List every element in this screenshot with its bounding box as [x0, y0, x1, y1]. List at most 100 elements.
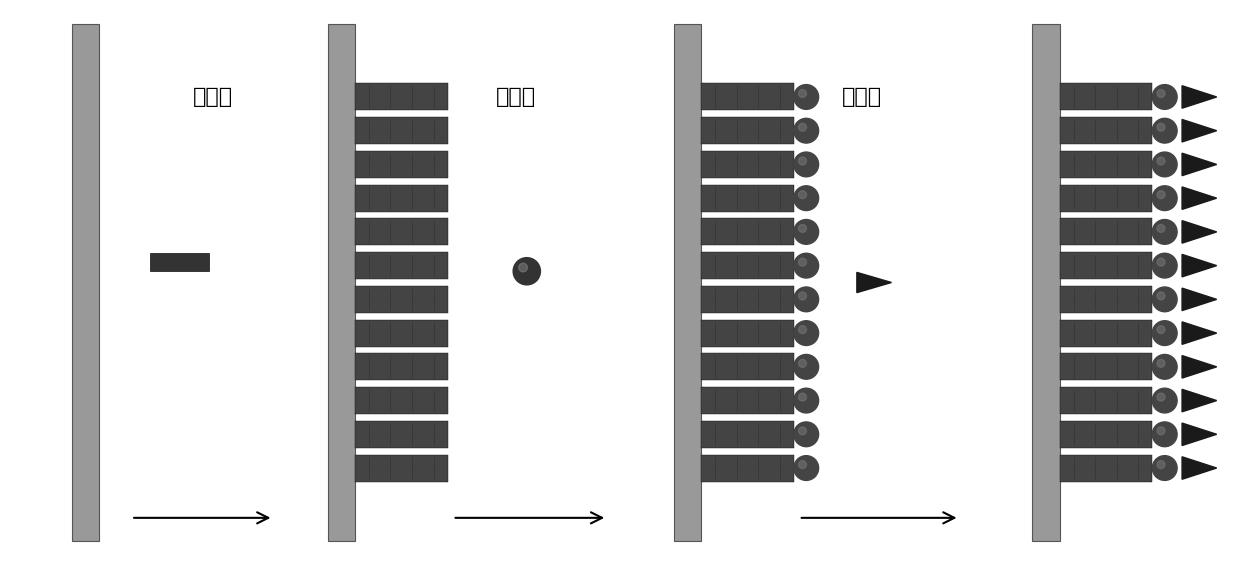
FancyBboxPatch shape	[72, 24, 99, 541]
FancyBboxPatch shape	[1059, 353, 1152, 380]
Circle shape	[798, 460, 807, 468]
Circle shape	[798, 89, 807, 97]
Circle shape	[798, 224, 807, 232]
Circle shape	[794, 455, 819, 480]
FancyBboxPatch shape	[328, 24, 354, 541]
Circle shape	[1157, 157, 1165, 165]
Circle shape	[1152, 118, 1177, 143]
Circle shape	[1157, 224, 1165, 232]
Circle shape	[1157, 191, 1165, 199]
FancyBboxPatch shape	[1059, 151, 1152, 178]
Circle shape	[794, 354, 819, 379]
Circle shape	[798, 325, 807, 333]
Circle shape	[798, 393, 807, 401]
Circle shape	[1157, 89, 1165, 97]
FancyBboxPatch shape	[354, 421, 447, 448]
FancyBboxPatch shape	[354, 84, 447, 111]
FancyBboxPatch shape	[354, 387, 447, 414]
Polygon shape	[1182, 288, 1217, 311]
Circle shape	[1152, 253, 1177, 278]
Circle shape	[1152, 152, 1177, 177]
Polygon shape	[1182, 119, 1217, 142]
Circle shape	[1152, 354, 1177, 379]
FancyBboxPatch shape	[1032, 24, 1059, 541]
Polygon shape	[1182, 322, 1217, 344]
Circle shape	[519, 263, 528, 272]
Polygon shape	[1182, 457, 1217, 479]
Circle shape	[798, 359, 807, 367]
Circle shape	[1152, 287, 1177, 312]
FancyBboxPatch shape	[1059, 320, 1152, 346]
Circle shape	[1152, 455, 1177, 480]
Circle shape	[794, 152, 819, 177]
FancyBboxPatch shape	[1059, 286, 1152, 313]
FancyBboxPatch shape	[354, 185, 447, 212]
Circle shape	[1152, 186, 1177, 211]
Circle shape	[798, 292, 807, 300]
FancyBboxPatch shape	[354, 117, 447, 144]
FancyBboxPatch shape	[701, 454, 794, 481]
Circle shape	[1152, 321, 1177, 345]
Circle shape	[1152, 85, 1177, 110]
FancyBboxPatch shape	[150, 253, 209, 271]
Circle shape	[1152, 388, 1177, 413]
Circle shape	[1157, 359, 1165, 367]
Circle shape	[1157, 393, 1165, 401]
FancyBboxPatch shape	[1059, 117, 1152, 144]
Circle shape	[794, 186, 819, 211]
FancyBboxPatch shape	[1059, 387, 1152, 414]
Circle shape	[794, 321, 819, 345]
FancyBboxPatch shape	[701, 353, 794, 380]
Circle shape	[794, 287, 819, 312]
FancyBboxPatch shape	[701, 117, 794, 144]
Circle shape	[1157, 325, 1165, 333]
Circle shape	[798, 123, 807, 131]
Text: 纳米管: 纳米管	[193, 87, 233, 107]
FancyBboxPatch shape	[701, 84, 794, 111]
Circle shape	[794, 220, 819, 244]
Polygon shape	[1182, 423, 1217, 446]
FancyBboxPatch shape	[701, 286, 794, 313]
Polygon shape	[1182, 221, 1217, 243]
FancyBboxPatch shape	[701, 252, 794, 279]
Circle shape	[794, 388, 819, 413]
Polygon shape	[857, 272, 892, 293]
Polygon shape	[1182, 86, 1217, 108]
FancyBboxPatch shape	[701, 320, 794, 346]
Circle shape	[1157, 258, 1165, 266]
Polygon shape	[1182, 187, 1217, 210]
Circle shape	[798, 427, 807, 435]
FancyBboxPatch shape	[354, 151, 447, 178]
Circle shape	[794, 85, 819, 110]
FancyBboxPatch shape	[354, 286, 447, 313]
FancyBboxPatch shape	[354, 454, 447, 481]
Circle shape	[798, 157, 807, 165]
FancyBboxPatch shape	[1059, 84, 1152, 111]
Circle shape	[794, 118, 819, 143]
Circle shape	[798, 191, 807, 199]
Circle shape	[794, 422, 819, 447]
Text: 量子点: 量子点	[496, 87, 536, 107]
FancyBboxPatch shape	[701, 185, 794, 212]
Polygon shape	[1182, 389, 1217, 412]
FancyBboxPatch shape	[1059, 219, 1152, 245]
Polygon shape	[1182, 355, 1217, 378]
FancyBboxPatch shape	[354, 252, 447, 279]
FancyBboxPatch shape	[354, 320, 447, 346]
Circle shape	[513, 258, 540, 285]
Circle shape	[1157, 460, 1165, 468]
Circle shape	[1157, 292, 1165, 300]
Text: 识别体: 识别体	[843, 87, 882, 107]
Polygon shape	[1182, 254, 1217, 277]
FancyBboxPatch shape	[701, 387, 794, 414]
Polygon shape	[1182, 153, 1217, 176]
FancyBboxPatch shape	[701, 151, 794, 178]
FancyBboxPatch shape	[674, 24, 701, 541]
FancyBboxPatch shape	[1059, 252, 1152, 279]
FancyBboxPatch shape	[701, 219, 794, 245]
Circle shape	[1152, 220, 1177, 244]
Circle shape	[794, 253, 819, 278]
FancyBboxPatch shape	[1059, 421, 1152, 448]
FancyBboxPatch shape	[354, 219, 447, 245]
FancyBboxPatch shape	[1059, 454, 1152, 481]
